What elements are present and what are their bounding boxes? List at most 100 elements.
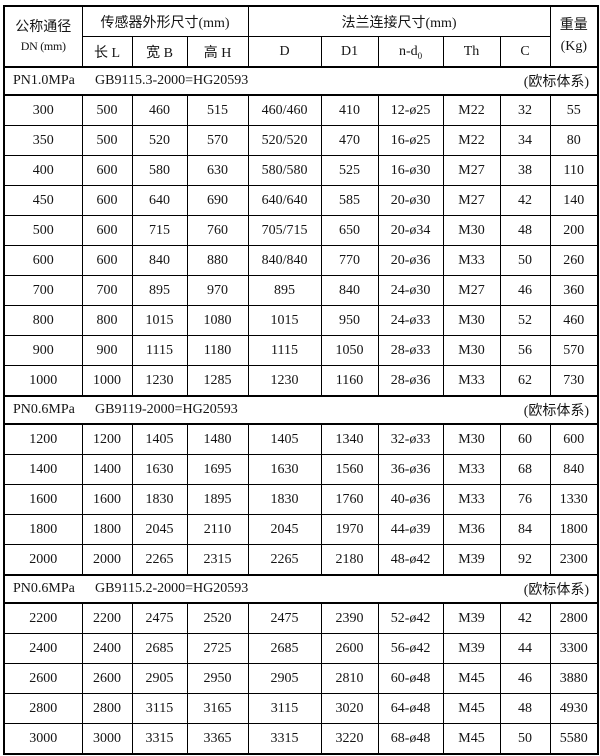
cell-dn: 1200	[3, 423, 83, 455]
cell-th: M36	[442, 514, 501, 545]
cell-width-b: 1405	[131, 423, 188, 455]
cell-height-h: 2950	[186, 663, 249, 694]
cell-n-d0: 28-ø33	[377, 335, 444, 366]
header-nominal-diameter: 公称通径 DN (mm)	[3, 5, 83, 68]
cell-dn: 1400	[3, 454, 83, 485]
cell-th: M33	[442, 484, 501, 515]
cell-th: M22	[442, 94, 501, 126]
cell-height-h: 2520	[186, 602, 249, 634]
table-row: 1600 1600 1830 1895 1830 1760 40-ø36 M33 76 1330	[3, 484, 599, 515]
section-pressure-rating: PN0.6MPa	[13, 402, 75, 417]
cell-d1: 1760	[320, 484, 379, 515]
table-body: PN1.0MPa GB9115.3-2000=HG20593 (欧标体系) 300 50…	[3, 66, 599, 755]
cell-th: M30	[442, 215, 501, 246]
cell-weight: 3300	[549, 633, 599, 664]
cell-width-b: 3315	[131, 723, 188, 755]
section-cell: PN0.6MPa GB9115.2-2000=HG20593 (欧标体系)	[3, 574, 599, 604]
cell-dn: 500	[3, 215, 83, 246]
cell-n-d0: 24-ø30	[377, 275, 444, 306]
cell-dn: 900	[3, 335, 83, 366]
cell-dn: 2200	[3, 602, 83, 634]
cell-n-d0: 52-ø42	[377, 602, 444, 634]
cell-d1: 2600	[320, 633, 379, 664]
cell-d1: 470	[320, 125, 379, 156]
cell-th: M33	[442, 365, 501, 397]
table-header: 公称通径 DN (mm) 传感器外形尺寸(mm) 法兰连接尺寸(mm) 重量 (…	[3, 5, 599, 68]
cell-weight: 600	[549, 423, 599, 455]
cell-width-b: 2905	[131, 663, 188, 694]
cell-c: 48	[499, 215, 551, 246]
cell-th: M39	[442, 602, 501, 634]
table-row: 2200 2200 2475 2520 2475 2390 52-ø42 M39 42 2800	[3, 602, 599, 634]
cell-n-d0: 60-ø48	[377, 663, 444, 694]
cell-height-h: 2725	[186, 633, 249, 664]
cell-d1: 840	[320, 275, 379, 306]
cell-th: M33	[442, 245, 501, 276]
section-standard-code: GB9115.3-2000=HG20593	[95, 73, 249, 88]
header-weight-cn: 重量	[559, 17, 588, 33]
cell-width-b: 2685	[131, 633, 188, 664]
table-row: 1200 1200 1405 1480 1405 1340 32-ø33 M30 60 600	[3, 423, 599, 455]
section-row: PN1.0MPa GB9115.3-2000=HG20593 (欧标体系)	[3, 66, 599, 96]
cell-height-h: 3165	[186, 693, 249, 724]
header-group-sensor-dimensions: 传感器外形尺寸(mm)	[81, 5, 249, 37]
cell-th: M30	[442, 305, 501, 336]
table-row: 300 500 460 515 460/460 410 12-ø25 M22 32 55	[3, 94, 599, 126]
cell-length-l: 1200	[81, 423, 133, 455]
header-weight-unit: (Kg)	[560, 39, 588, 54]
cell-c: 62	[499, 365, 551, 397]
cell-d1: 2810	[320, 663, 379, 694]
header-col-nd0: n-d0	[377, 36, 444, 68]
header-nominal-diameter-cn: 公称通径	[15, 19, 72, 35]
cell-c: 92	[499, 544, 551, 576]
cell-dn: 1000	[3, 365, 83, 397]
cell-c: 50	[499, 723, 551, 755]
cell-c: 34	[499, 125, 551, 156]
cell-weight: 140	[549, 185, 599, 216]
cell-weight: 1800	[549, 514, 599, 545]
cell-length-l: 900	[81, 335, 133, 366]
cell-d: 705/715	[247, 215, 322, 246]
table-row: 2800 2800 3115 3165 3115 3020 64-ø48 M45 48 4930	[3, 693, 599, 724]
cell-d: 640/640	[247, 185, 322, 216]
cell-weight: 1330	[549, 484, 599, 515]
cell-n-d0: 48-ø42	[377, 544, 444, 576]
cell-dn: 800	[3, 305, 83, 336]
cell-d: 1630	[247, 454, 322, 485]
cell-dn: 300	[3, 94, 83, 126]
cell-d: 1830	[247, 484, 322, 515]
cell-dn: 3000	[3, 723, 83, 755]
cell-height-h: 880	[186, 245, 249, 276]
cell-weight: 55	[549, 94, 599, 126]
cell-width-b: 715	[131, 215, 188, 246]
cell-dn: 600	[3, 245, 83, 276]
cell-dn: 1600	[3, 484, 83, 515]
cell-weight: 2300	[549, 544, 599, 576]
cell-height-h: 630	[186, 155, 249, 186]
cell-length-l: 2800	[81, 693, 133, 724]
cell-weight: 460	[549, 305, 599, 336]
cell-length-l: 600	[81, 215, 133, 246]
header-group-flange-dimensions: 法兰连接尺寸(mm)	[247, 5, 551, 37]
cell-th: M39	[442, 633, 501, 664]
cell-th: M27	[442, 185, 501, 216]
table-row: 900 900 1115 1180 1115 1050 28-ø33 M30 56 570	[3, 335, 599, 366]
cell-length-l: 3000	[81, 723, 133, 755]
cell-n-d0: 36-ø36	[377, 454, 444, 485]
cell-d1: 1560	[320, 454, 379, 485]
cell-dn: 2800	[3, 693, 83, 724]
section-standard-code: GB9119-2000=HG20593	[95, 402, 238, 417]
cell-height-h: 1180	[186, 335, 249, 366]
cell-n-d0: 64-ø48	[377, 693, 444, 724]
cell-d: 2685	[247, 633, 322, 664]
cell-length-l: 2600	[81, 663, 133, 694]
cell-th: M33	[442, 454, 501, 485]
cell-height-h: 2315	[186, 544, 249, 576]
cell-n-d0: 68-ø48	[377, 723, 444, 755]
cell-width-b: 520	[131, 125, 188, 156]
cell-length-l: 600	[81, 245, 133, 276]
cell-dn: 2600	[3, 663, 83, 694]
cell-weight: 5580	[549, 723, 599, 755]
cell-n-d0: 16-ø30	[377, 155, 444, 186]
section-cell: PN1.0MPa GB9115.3-2000=HG20593 (欧标体系)	[3, 66, 599, 96]
